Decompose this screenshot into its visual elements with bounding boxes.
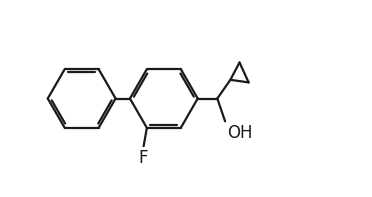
Text: OH: OH [227, 124, 253, 142]
Text: F: F [139, 149, 148, 167]
